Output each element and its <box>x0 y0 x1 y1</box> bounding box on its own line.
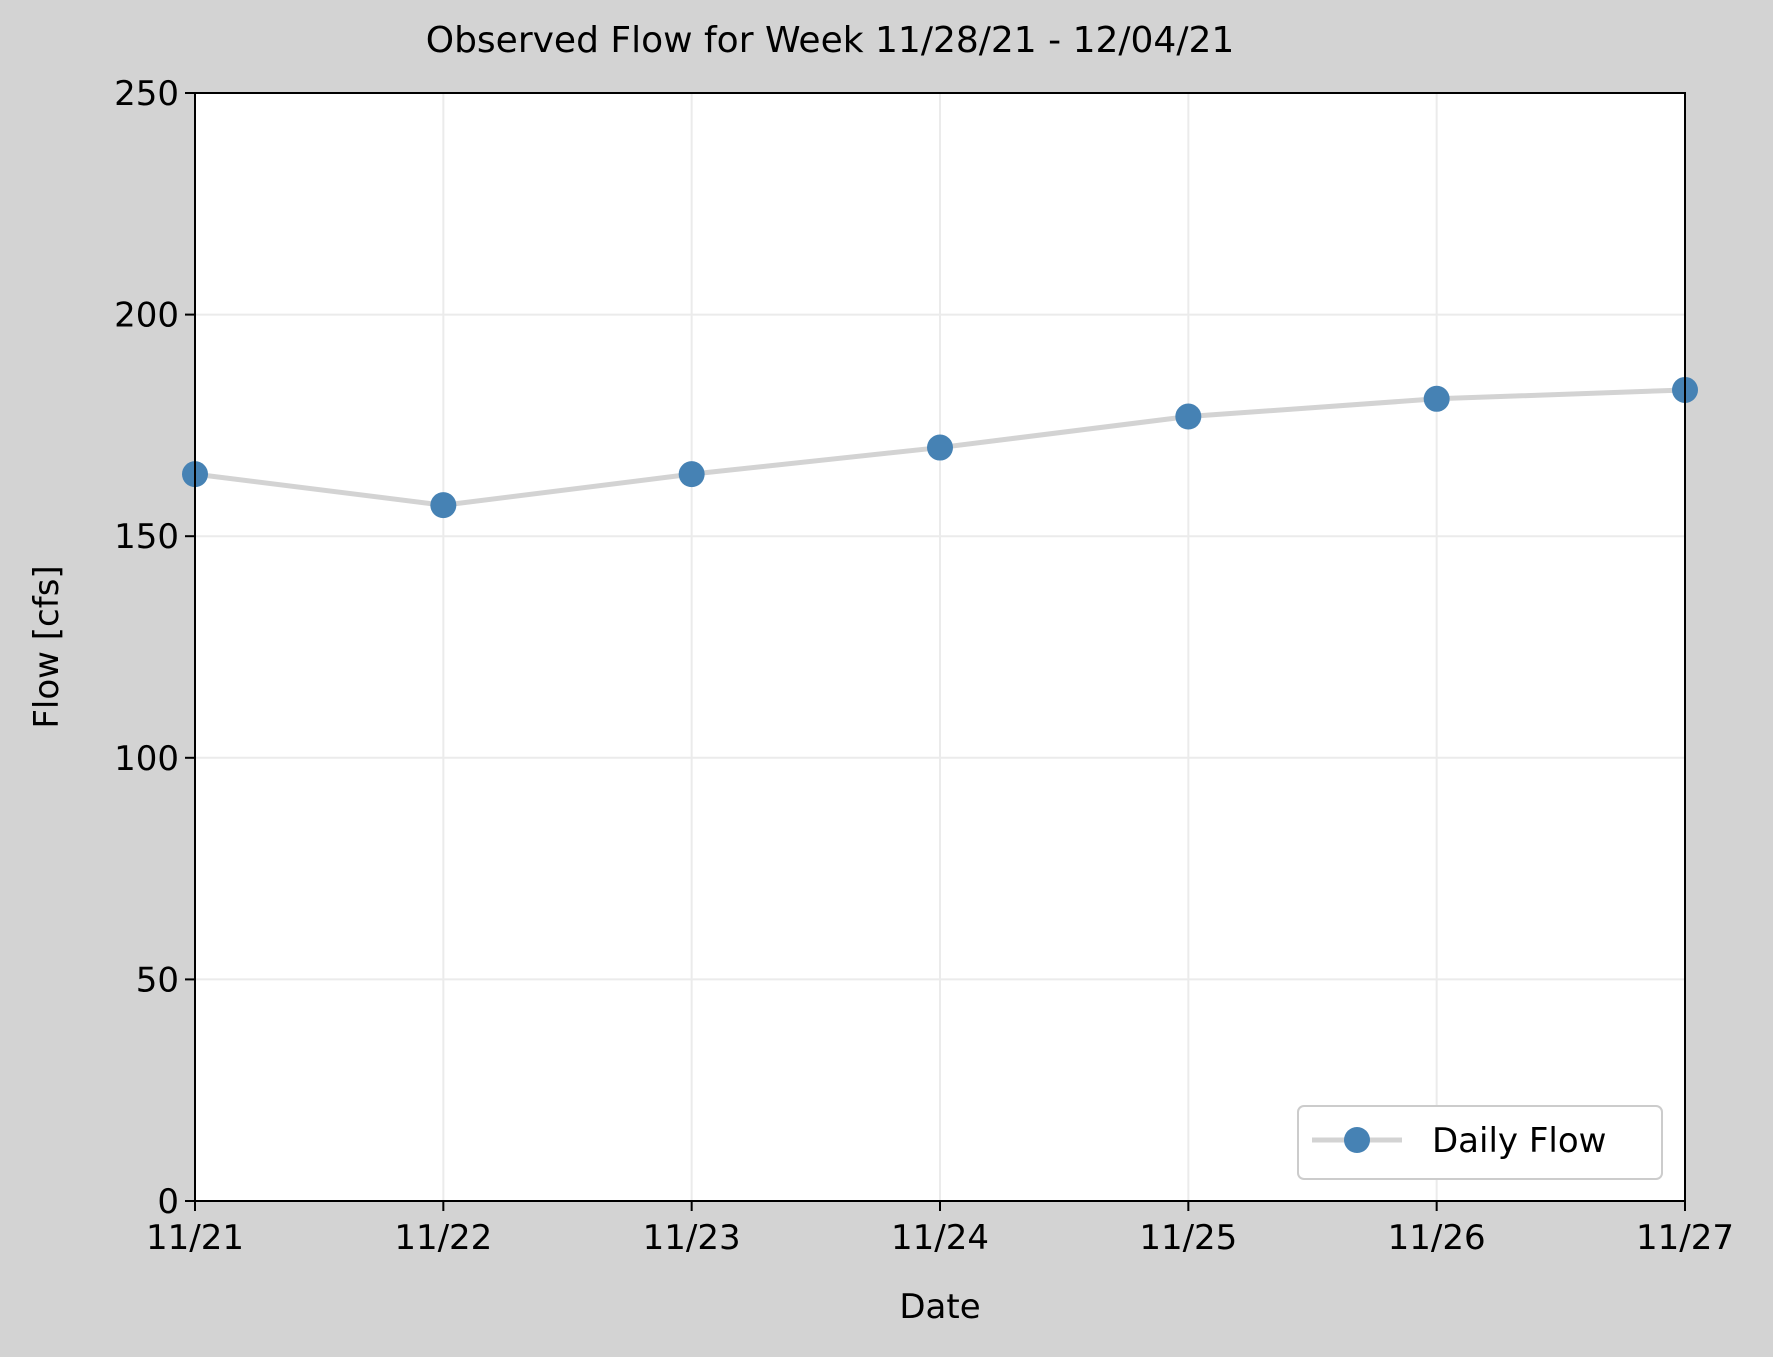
y-axis-label: Flow [cfs] <box>27 565 67 728</box>
data-point[interactable] <box>430 492 457 519</box>
y-tick-label: 250 <box>114 74 179 114</box>
x-tick-label: 11/27 <box>1636 1218 1734 1258</box>
y-tick-label: 50 <box>136 960 179 1000</box>
x-tick-label: 11/21 <box>146 1218 244 1258</box>
data-point[interactable] <box>927 434 953 461</box>
x-tick-label: 11/26 <box>1388 1218 1486 1258</box>
y-tick-label: 0 <box>157 1182 179 1222</box>
y-tick-label: 150 <box>114 517 179 557</box>
legend[interactable]: Daily Flow <box>1297 1105 1663 1180</box>
legend-marker-swatch <box>1344 1127 1370 1153</box>
y-axis-ticks: 0 50 100 150 200 250 <box>114 74 195 1222</box>
series-daily-flow <box>182 376 1698 519</box>
x-axis-ticks: 11/21 11/22 11/23 11/24 11/25 11/26 11/27 <box>146 1201 1734 1258</box>
chart-title: Observed Flow for Week 11/28/21 - 12/04/… <box>426 20 1235 61</box>
x-axis-label: Date <box>899 1287 980 1327</box>
legend-box <box>1297 1105 1663 1180</box>
x-tick-label: 11/25 <box>1139 1218 1237 1258</box>
legend-label: Daily Flow <box>1432 1121 1606 1161</box>
y-tick-label: 200 <box>114 296 179 336</box>
y-tick-label: 100 <box>114 739 179 779</box>
x-tick-label: 11/23 <box>643 1218 741 1258</box>
data-point[interactable] <box>1175 403 1202 430</box>
x-tick-label: 11/24 <box>891 1218 989 1258</box>
data-point[interactable] <box>678 461 705 488</box>
data-point[interactable] <box>1423 385 1450 412</box>
x-tick-label: 11/22 <box>394 1218 492 1258</box>
